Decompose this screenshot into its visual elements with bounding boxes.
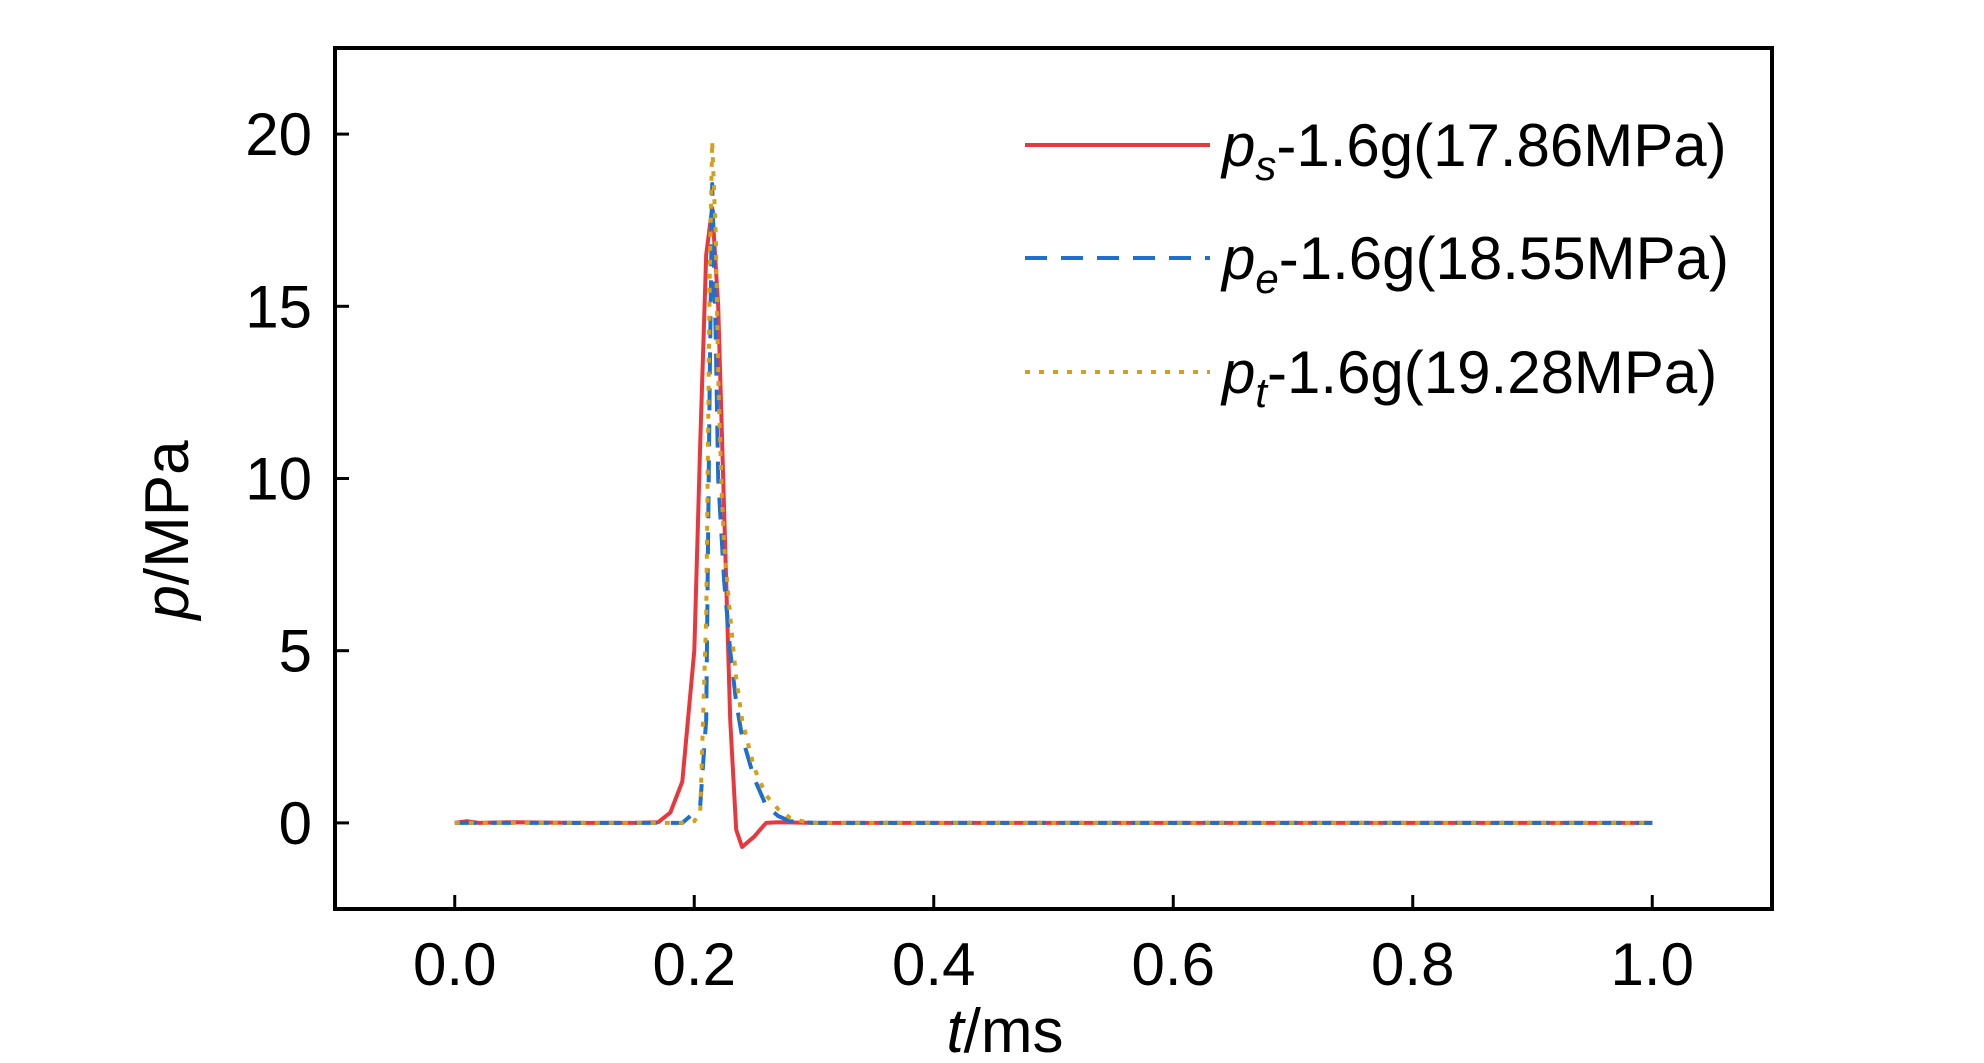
y-axis: 0 5 10 15 20 bbox=[245, 101, 349, 857]
legend-label-s: ps-1.6g(17.86MPa) bbox=[1220, 112, 1727, 189]
y-tick-label: 20 bbox=[245, 101, 312, 168]
x-tick-label: 0.0 bbox=[413, 931, 496, 998]
series-line-s bbox=[454, 205, 1653, 849]
legend-label-e: pe-1.6g(18.55MPa) bbox=[1220, 225, 1729, 302]
y-tick-label: 5 bbox=[279, 618, 312, 685]
legend-label-t: pt-1.6g(19.28MPa) bbox=[1220, 339, 1717, 416]
y-axis-title: p/MPa bbox=[133, 440, 202, 622]
x-axis-variable: t bbox=[946, 997, 966, 1063]
x-tick-label: 0.2 bbox=[653, 931, 736, 998]
series-line-t bbox=[454, 139, 1653, 825]
x-axis-unit: /ms bbox=[964, 997, 1064, 1063]
legend-var: p bbox=[1220, 339, 1255, 406]
legend-subscript: e bbox=[1255, 255, 1278, 302]
legend-var: p bbox=[1220, 225, 1255, 292]
legend-suffix: -1.6g(18.55MPa) bbox=[1279, 225, 1729, 292]
x-axis-title: t/ms bbox=[946, 997, 1063, 1063]
series-group bbox=[454, 139, 1653, 849]
x-axis: 0.0 0.2 0.4 0.6 0.8 1.0 bbox=[413, 895, 1694, 998]
y-tick-label: 10 bbox=[245, 446, 312, 513]
legend-suffix: -1.6g(19.28MPa) bbox=[1267, 339, 1717, 406]
legend: ps-1.6g(17.86MPa)pe-1.6g(18.55MPa)pt-1.6… bbox=[1025, 112, 1729, 416]
y-tick-label: 0 bbox=[279, 790, 312, 857]
y-axis-unit: /MPa bbox=[133, 440, 202, 585]
y-axis-variable: p bbox=[133, 585, 202, 621]
x-tick-label: 1.0 bbox=[1611, 931, 1694, 998]
legend-subscript: t bbox=[1255, 369, 1269, 416]
series-line-e bbox=[454, 182, 1653, 825]
x-tick-label: 0.6 bbox=[1132, 931, 1215, 998]
legend-subscript: s bbox=[1255, 142, 1276, 189]
x-tick-label: 0.8 bbox=[1371, 931, 1454, 998]
legend-var: p bbox=[1220, 112, 1255, 179]
legend-suffix: -1.6g(17.86MPa) bbox=[1276, 112, 1726, 179]
y-tick-label: 15 bbox=[245, 273, 312, 340]
x-tick-label: 0.4 bbox=[892, 931, 975, 998]
